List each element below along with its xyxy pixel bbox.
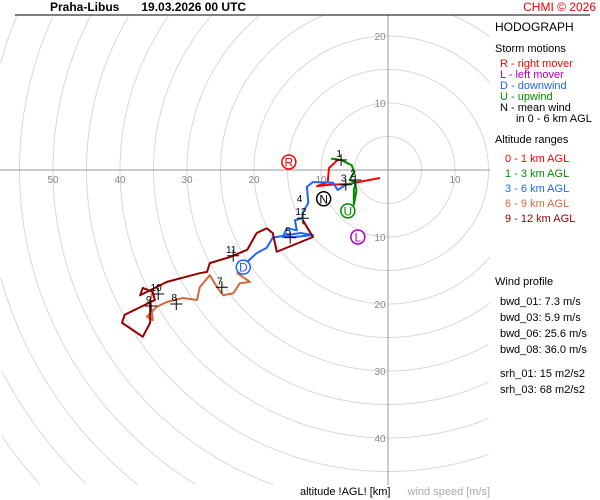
ring-label: 20	[374, 32, 386, 43]
storm-motion-label: U	[343, 204, 352, 218]
storm-motion-legend-item: L - left mover	[500, 69, 564, 81]
hodograph-line-6-9km	[145, 261, 251, 322]
speed-ring	[1, 370, 86, 484]
speed-ring	[1, 435, 40, 485]
storm-motion-d-marker	[235, 259, 252, 275]
wind-profile-item: bwd_03: 5.9 m/s	[500, 312, 581, 324]
altitude-ranges-title: Altitude ranges	[495, 134, 569, 146]
ring-label: 20	[374, 300, 386, 311]
altitude-marker-label: 1	[336, 149, 342, 160]
storm-motion-legend-item: N - mean wind	[500, 102, 571, 114]
altitude-marker-label: 5	[285, 227, 291, 238]
datetime: 19.03.2026 00 UTC	[141, 0, 247, 14]
speed-ring	[119, 16, 489, 439]
storm-motion-legend-item: D - downwind	[500, 80, 567, 92]
speed-ring	[52, 15, 274, 485]
ring-label: 30	[181, 175, 193, 186]
ring-label: 40	[374, 434, 386, 445]
altitude-marker-label: 10	[151, 283, 163, 294]
speed-rings	[0, 15, 490, 485]
storm-motion-label: D	[239, 261, 248, 275]
storm-motion-legend-item: U - upwind	[500, 91, 553, 103]
altitude-range-legend-item: 9 - 12 km AGL	[505, 213, 576, 225]
ring-label: 30	[374, 367, 386, 378]
hodograph-line-1-3km	[330, 157, 358, 206]
ring-label: 10	[374, 99, 386, 110]
ring-label: 10	[449, 175, 461, 186]
speed-ring	[19, 16, 196, 485]
storm-motions: R L D U N	[235, 154, 366, 275]
wind-profile-item: bwd_01: 7.3 m/s	[500, 296, 581, 308]
station-name: Praha-Libus	[50, 0, 120, 14]
legend-panel: HODOGRAPH Storm motions R - right mover L…	[495, 20, 600, 398]
storm-motion-label: N	[319, 192, 328, 206]
altitude-marker-label: 3	[341, 174, 347, 185]
altitude-range-legend-item: 0 - 1 km AGL	[505, 153, 570, 165]
chart-title: Praha-Libus 19.03.2026 00 UTC	[50, 0, 268, 14]
altitude-range-legend-item: 6 - 9 km AGL	[505, 198, 570, 210]
speed-axis-label: wind speed [m/s]	[407, 486, 491, 498]
storm-motion-label: L	[355, 231, 362, 245]
ring-label: 10	[374, 233, 386, 244]
altitude-range-legend-item: 1 - 3 km AGL	[505, 168, 570, 180]
hodograph-line-9-12km	[121, 219, 314, 338]
helicity-item: srh_03: 68 m2/s2	[500, 384, 585, 396]
storm-motion-legend-item: in 0 - 6 km AGL	[516, 113, 592, 125]
storm-motion-l-marker	[350, 229, 366, 245]
hodograph-series	[121, 157, 381, 338]
ring-label: 40	[114, 175, 126, 186]
ring-label: 20	[248, 175, 260, 186]
altitude-marker-label: 7	[217, 276, 223, 287]
storm-motions-title: Storm motions	[495, 43, 566, 55]
altitude-range-legend-item: 3 - 6 km AGL	[505, 183, 570, 195]
altitude-marker-label: 4	[297, 194, 303, 205]
wind-profile-item: bwd_06: 25.6 m/s	[500, 328, 587, 340]
altitude-marker-label: 11	[226, 245, 237, 256]
altitude-marker-label: 12	[295, 207, 307, 218]
altitude-marker-label: 2	[350, 169, 356, 180]
storm-motion-label: R	[285, 155, 294, 169]
footer: altitude !AGL! [km] wind speed [m/s]	[300, 486, 490, 498]
copyright: CHMI © 2026	[523, 0, 596, 14]
speed-ring	[153, 15, 490, 405]
hodograph-line-0-1km	[315, 158, 381, 188]
helicity-item: srh_01: 15 m2/s2	[500, 368, 585, 380]
ring-label: 10	[315, 175, 327, 186]
wind-profile-item: bwd_08: 36.0 m/s	[500, 344, 587, 356]
altitude-marker-label: 8	[171, 293, 177, 304]
ring-label: 50	[47, 175, 59, 186]
legend-title: HODOGRAPH	[495, 20, 574, 34]
ring-labels: 10 20 30 40 50 10 10 20 10 20 30 40	[47, 32, 461, 445]
speed-ring	[186, 15, 489, 372]
storm-motion-r-marker	[281, 154, 297, 170]
speed-ring	[220, 15, 490, 338]
storm-motion-u-marker	[340, 203, 356, 219]
speed-ring	[0, 16, 139, 485]
wind-profile-title: Wind profile	[495, 276, 554, 288]
speed-ring	[86, 16, 489, 472]
storm-motion-legend-item: R - right mover	[500, 58, 573, 70]
altitude-axis-label: altitude !AGL! [km]	[300, 486, 391, 498]
altitude-marker-label: 9	[146, 295, 152, 306]
storm-motion-n-marker	[315, 191, 332, 207]
